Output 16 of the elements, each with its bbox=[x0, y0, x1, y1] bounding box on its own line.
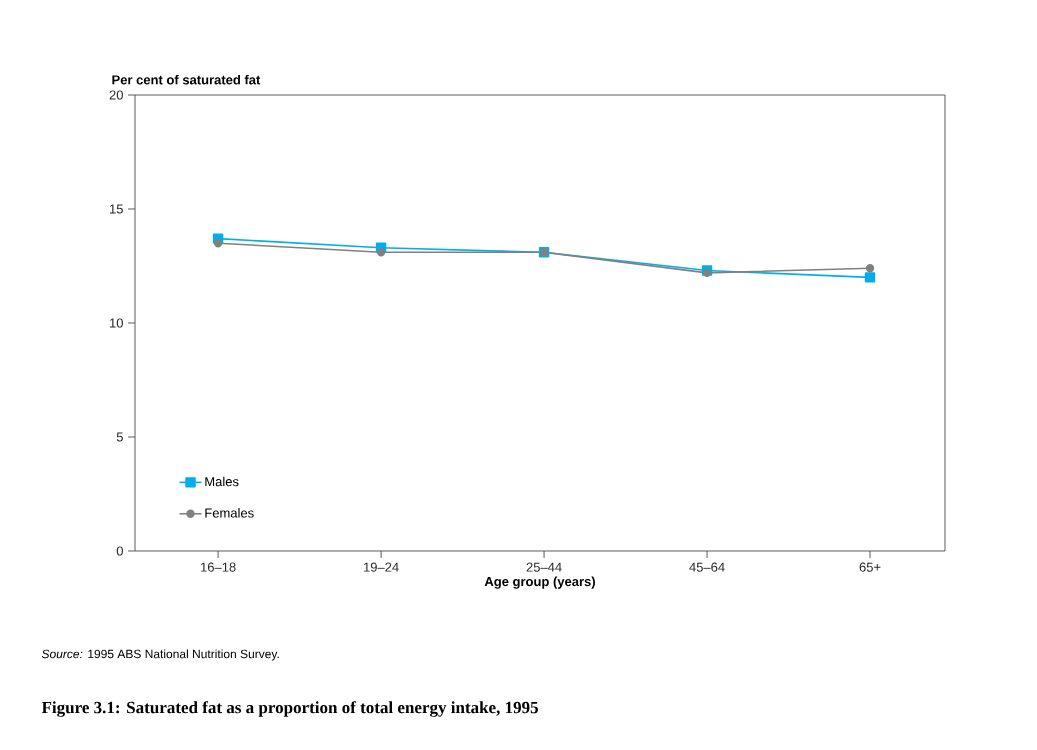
legend-label: Males bbox=[205, 476, 239, 487]
y-tick-label: 0 bbox=[116, 546, 123, 556]
y-tick-label: 10 bbox=[110, 318, 123, 328]
y-axis-title: Per cent of saturated fat bbox=[112, 74, 261, 85]
x-tick-label: 16–18 bbox=[201, 562, 236, 572]
x-tick-label: 19–24 bbox=[364, 562, 399, 572]
text: Figure 3.1: Saturated fat as a proportion of total energy intake, 1995 bbox=[41, 701, 538, 717]
x-axis-title: Age group (years) bbox=[484, 576, 595, 589]
y-tick-label: 20 bbox=[109, 90, 123, 100]
x-tick-label: 45–64 bbox=[689, 562, 725, 572]
x-tick-label: 65+ bbox=[859, 562, 881, 572]
legend-label: Females bbox=[205, 508, 254, 518]
y-tick-label: 5 bbox=[116, 432, 123, 442]
text: Source: 1995 ABS National Nutrition Survey. bbox=[41, 649, 279, 661]
x-tick-label: 25–44 bbox=[526, 562, 562, 572]
y-tick-label: 15 bbox=[110, 204, 123, 214]
